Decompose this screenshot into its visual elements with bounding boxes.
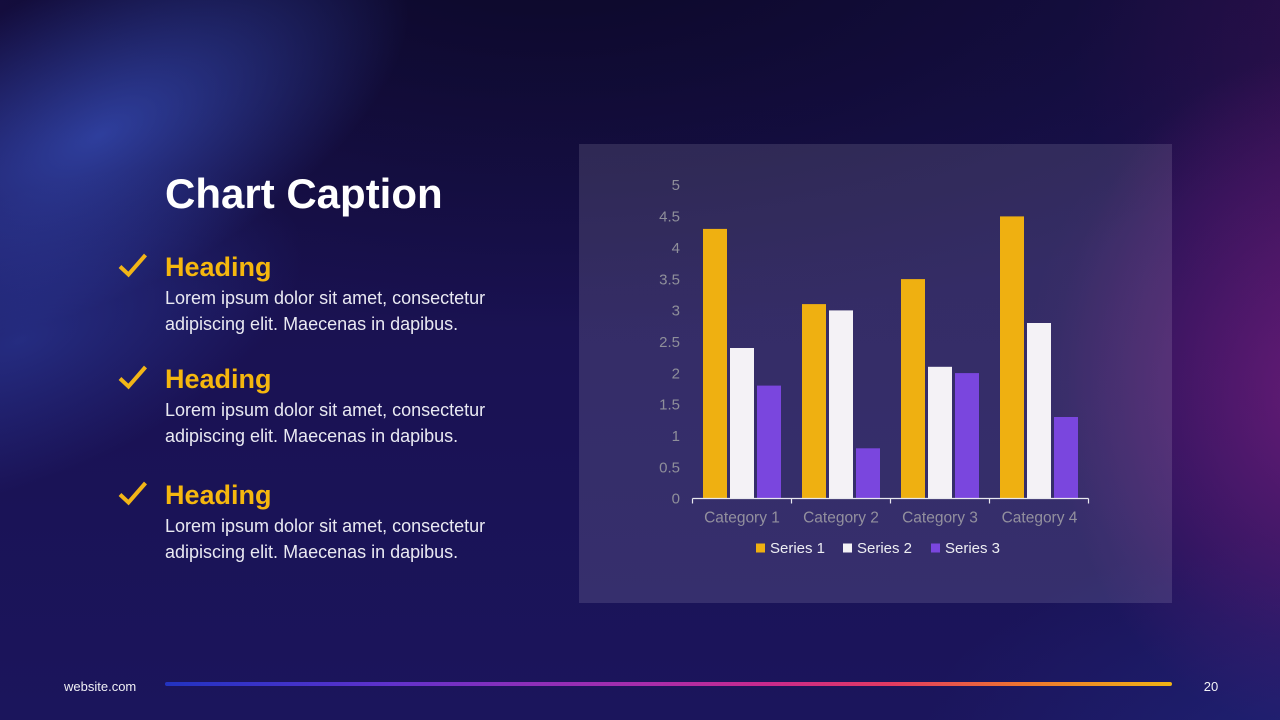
svg-text:Series 2: Series 2 (857, 540, 912, 557)
svg-text:Category 1: Category 1 (704, 510, 780, 527)
svg-text:Category 4: Category 4 (1002, 510, 1078, 527)
svg-text:Category 2: Category 2 (803, 510, 879, 527)
svg-text:1.5: 1.5 (659, 397, 680, 414)
svg-text:2.5: 2.5 (659, 334, 680, 351)
svg-text:4.5: 4.5 (659, 209, 680, 226)
svg-text:Category 3: Category 3 (902, 510, 978, 527)
svg-text:Series 3: Series 3 (945, 540, 1000, 557)
svg-text:2: 2 (672, 365, 680, 382)
svg-text:0.5: 0.5 (659, 459, 680, 476)
svg-text:5: 5 (672, 177, 680, 194)
svg-text:3.5: 3.5 (659, 271, 680, 288)
svg-text:Series 1: Series 1 (770, 540, 825, 557)
svg-text:3: 3 (672, 303, 680, 320)
svg-text:1: 1 (672, 428, 680, 445)
svg-text:4: 4 (672, 240, 680, 257)
svg-text:0: 0 (672, 491, 680, 508)
